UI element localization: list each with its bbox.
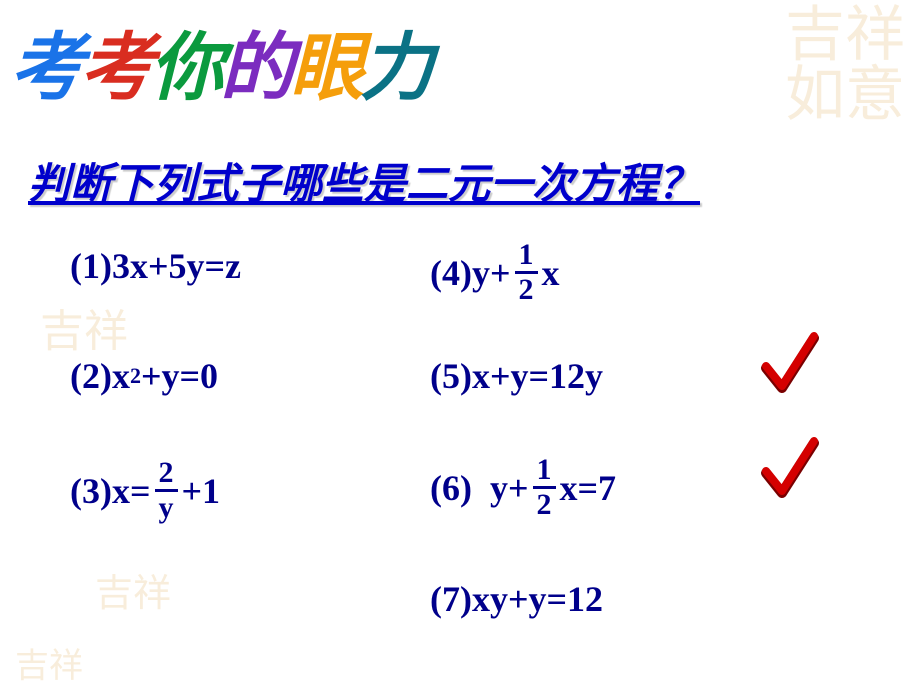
seal-top-right: 吉祥如意 xyxy=(785,5,905,125)
equation-7: (7) xy+y=12 xyxy=(430,578,603,620)
eq6-label: (6) xyxy=(430,467,472,509)
slide-title: 考考你的眼力 xyxy=(10,8,430,115)
eq5-label: (5) xyxy=(430,355,472,397)
eq4-num: 1 xyxy=(515,240,538,271)
eq2-post: +y=0 xyxy=(141,355,218,397)
eq7-body: xy+y=12 xyxy=(472,578,603,620)
title-char-3: 你 xyxy=(150,8,220,115)
eq4-label: (4) xyxy=(430,252,472,294)
eq3-label: (3) xyxy=(70,470,112,512)
question-text: 判断下列式子哪些是二元一次方程？ xyxy=(28,150,700,211)
eq6-fraction: 12 xyxy=(533,455,556,520)
title-char-5: 眼 xyxy=(290,8,360,115)
eq3-den: y xyxy=(155,489,178,523)
seal-left-mid: 吉祥 xyxy=(40,310,130,354)
equation-6: (6) y+12x=7 xyxy=(430,455,616,520)
title-char-1: 考 xyxy=(10,8,80,115)
eq4-den: 2 xyxy=(515,271,538,305)
checkmark-eq6 xyxy=(760,435,820,505)
eq6-den: 2 xyxy=(533,486,556,520)
seal-bot-left: 吉祥 xyxy=(15,650,85,684)
eq3-num: 2 xyxy=(155,458,178,489)
eq3-post: +1 xyxy=(182,470,221,512)
eq1-body: 3x+5y=z xyxy=(112,245,241,287)
eq1-label: (1) xyxy=(70,245,112,287)
eq3-pre: x= xyxy=(112,470,151,512)
eq4-post: x xyxy=(542,252,560,294)
eq5-body: x+y=12y xyxy=(472,355,603,397)
equation-3: (3) x=2y+1 xyxy=(70,458,220,523)
eq4-pre: y+ xyxy=(472,252,511,294)
eq7-label: (7) xyxy=(430,578,472,620)
title-char-2: 考 xyxy=(80,8,150,115)
eq3-fraction: 2y xyxy=(155,458,178,523)
eq2-pre: x xyxy=(112,355,130,397)
equation-2: (2) x2+y=0 xyxy=(70,355,218,397)
eq6-post: x=7 xyxy=(560,467,617,509)
title-char-6: 力 xyxy=(360,8,430,115)
checkmark-eq5 xyxy=(760,330,820,400)
eq2-label: (2) xyxy=(70,355,112,397)
equation-5: (5) x+y=12y xyxy=(430,355,603,397)
eq6-num: 1 xyxy=(533,455,556,486)
title-char-4: 的 xyxy=(220,8,290,115)
eq4-fraction: 12 xyxy=(515,240,538,305)
equation-1: (1) 3x+5y=z xyxy=(70,245,241,287)
seal-left-low: 吉祥 xyxy=(95,575,175,613)
eq6-pre: y+ xyxy=(490,467,529,509)
equation-4: (4) y+12x xyxy=(430,240,560,305)
eq2-sup: 2 xyxy=(130,363,141,389)
